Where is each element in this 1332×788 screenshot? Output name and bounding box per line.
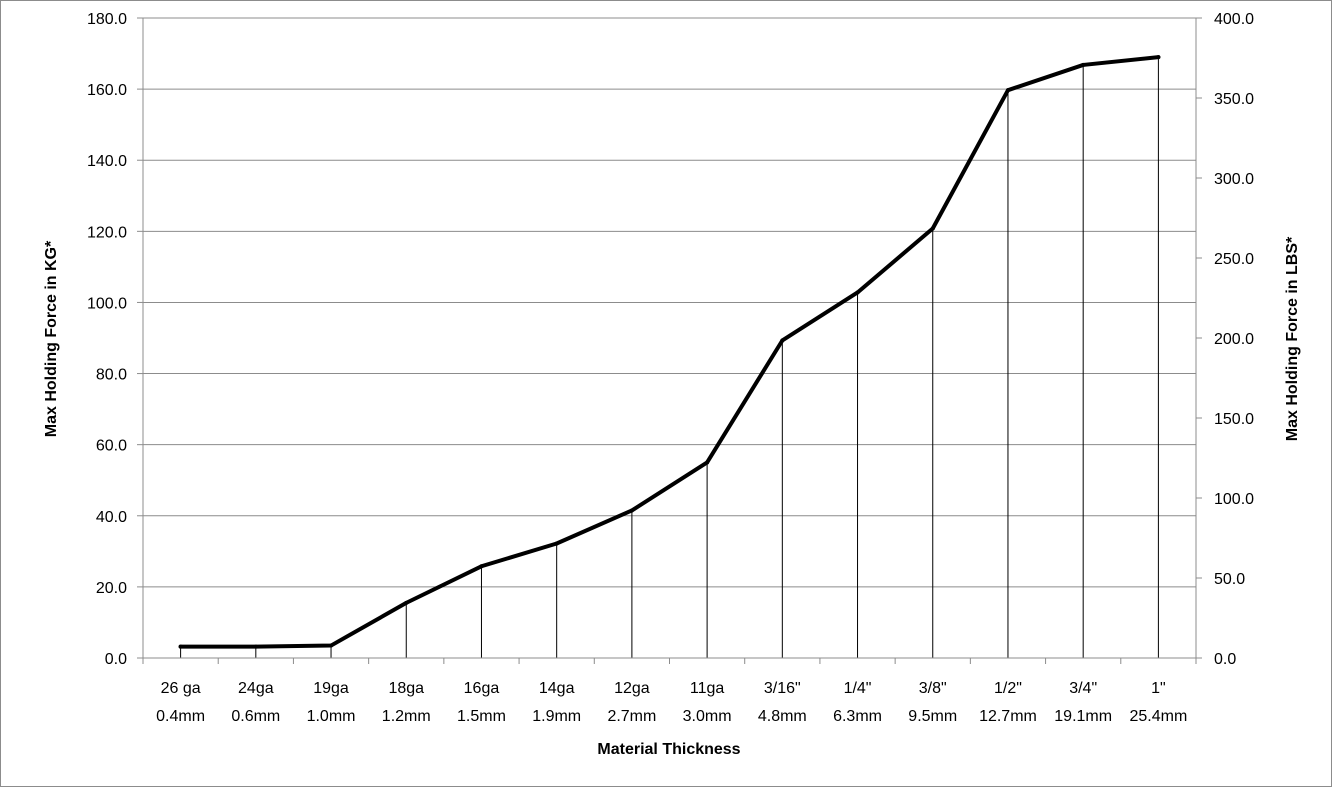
x-tick-label-mm: 3.0mm xyxy=(683,708,732,725)
x-tick-label-mm: 0.6mm xyxy=(231,708,280,725)
x-tick-label-gauge: 11ga xyxy=(690,680,725,697)
x-tick-label-mm: 1.0mm xyxy=(307,708,356,725)
y2-tick-label: 200.0 xyxy=(1214,331,1254,348)
x-tick-label-gauge: 26 ga xyxy=(161,680,201,697)
x-tick-label-mm: 19.1mm xyxy=(1054,708,1112,725)
data-point xyxy=(629,508,634,513)
y-tick-label: 140.0 xyxy=(87,153,127,170)
y-tick-label: 40.0 xyxy=(96,509,127,526)
data-point xyxy=(780,338,785,343)
x-tick-label-gauge: 18ga xyxy=(388,680,424,697)
y2-tick-label: 400.0 xyxy=(1214,11,1254,28)
x-tick-label-gauge: 1/4" xyxy=(844,680,872,697)
x-tick-label-gauge: 1" xyxy=(1151,680,1166,697)
data-point xyxy=(705,460,710,465)
x-tick-label-mm: 12.7mm xyxy=(979,708,1037,725)
y-tick-label: 180.0 xyxy=(87,11,127,28)
data-point xyxy=(479,564,484,569)
y-axis-title-right: Max Holding Force in LBS* xyxy=(1284,236,1301,441)
x-tick-label-gauge: 1/2" xyxy=(994,680,1022,697)
data-point xyxy=(930,226,935,231)
y-tick-label: 0.0 xyxy=(105,651,127,668)
data-point xyxy=(178,644,183,649)
drop-lines xyxy=(180,57,1159,658)
x-tick-label-gauge: 14ga xyxy=(539,680,575,697)
data-point xyxy=(1005,88,1010,93)
y-tick-label: 60.0 xyxy=(96,438,127,455)
y-tick-label: 120.0 xyxy=(87,224,127,241)
data-point xyxy=(329,643,334,648)
series-line xyxy=(178,55,1161,649)
y2-tick-label: 100.0 xyxy=(1214,491,1254,508)
y-tick-label: 100.0 xyxy=(87,295,127,312)
y2-tick-label: 300.0 xyxy=(1214,171,1254,188)
x-tick-label-gauge: 16ga xyxy=(464,680,500,697)
x-tick-label-mm: 2.7mm xyxy=(607,708,656,725)
y-tick-label: 20.0 xyxy=(96,580,127,597)
data-point xyxy=(404,600,409,605)
x-tick-label-mm: 0.4mm xyxy=(156,708,205,725)
x-tick-label-gauge: 3/16" xyxy=(764,680,801,697)
x-tick-label-mm: 1.5mm xyxy=(457,708,506,725)
x-tick-label-gauge: 3/8" xyxy=(919,680,947,697)
x-tick-label-gauge: 24ga xyxy=(238,680,274,697)
data-point xyxy=(1156,55,1161,60)
data-point xyxy=(253,644,258,649)
x-tick-label-gauge: 3/4" xyxy=(1069,680,1097,697)
axes xyxy=(137,17,1202,664)
x-tick-label-gauge: 19ga xyxy=(313,680,349,697)
data-point xyxy=(1081,62,1086,67)
y-tick-label: 160.0 xyxy=(87,82,127,99)
x-tick-label-mm: 1.9mm xyxy=(532,708,581,725)
y2-tick-label: 350.0 xyxy=(1214,91,1254,108)
x-tick-label-mm: 25.4mm xyxy=(1129,708,1187,725)
y2-tick-label: 150.0 xyxy=(1214,411,1254,428)
y-tick-label: 80.0 xyxy=(96,367,127,384)
x-tick-label-gauge: 12ga xyxy=(614,680,650,697)
y2-tick-label: 0.0 xyxy=(1214,651,1236,668)
y-axis-title-left: Max Holding Force in KG* xyxy=(43,240,60,437)
x-tick-label-mm: 6.3mm xyxy=(833,708,882,725)
data-point xyxy=(855,290,860,295)
data-point xyxy=(554,541,559,546)
x-tick-label-mm: 9.5mm xyxy=(908,708,957,725)
x-axis-title: Material Thickness xyxy=(597,741,740,758)
x-tick-label-mm: 4.8mm xyxy=(758,708,807,725)
y2-tick-label: 250.0 xyxy=(1214,251,1254,268)
tick-labels: 0.0 20.0 40.0 60.0 80.0 100.0 120.0 140.0 160.0 1… xyxy=(87,11,1254,725)
gridlines xyxy=(143,17,1196,588)
y2-tick-label: 50.0 xyxy=(1214,571,1245,588)
series xyxy=(178,55,1161,649)
x-tick-label-mm: 1.2mm xyxy=(382,708,431,725)
